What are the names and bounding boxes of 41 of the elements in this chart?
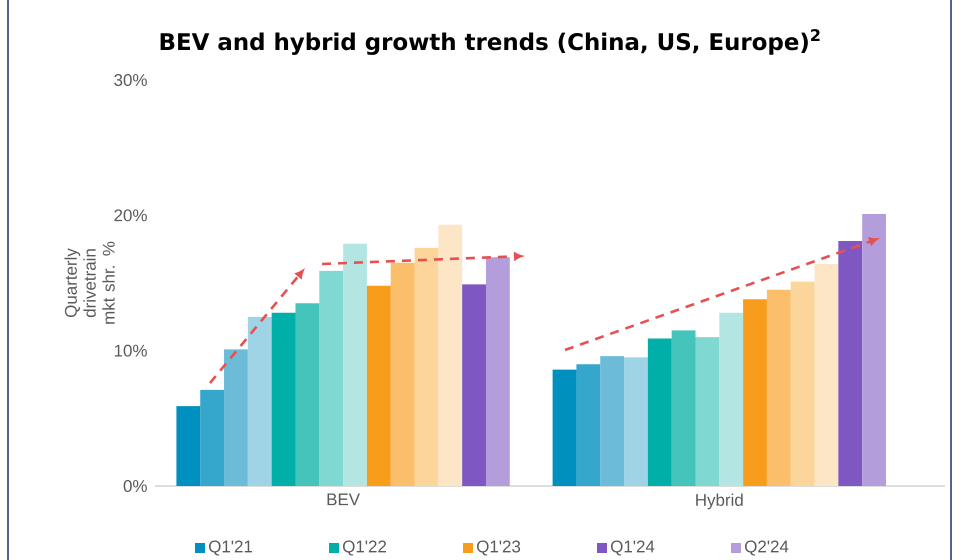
bar <box>743 299 767 486</box>
bar <box>390 262 415 486</box>
bar <box>672 330 696 486</box>
bar <box>719 312 744 486</box>
bar <box>200 390 224 486</box>
bar <box>486 257 510 486</box>
bar <box>576 364 600 486</box>
bar <box>624 357 648 486</box>
legend-label: Q1'22 <box>343 540 386 556</box>
bar <box>414 248 438 486</box>
bar <box>248 316 272 486</box>
bar <box>176 406 200 486</box>
bar <box>552 370 576 486</box>
y-tick-label: 10% <box>114 344 147 357</box>
legend-label: Q1'23 <box>477 540 520 556</box>
x-tick-label: BEV <box>328 494 360 506</box>
bar <box>224 349 248 486</box>
bar <box>600 356 624 486</box>
bar <box>272 312 296 486</box>
bar <box>438 224 462 486</box>
bar <box>814 264 838 486</box>
bar <box>366 286 391 486</box>
y-axis-title: Quarterly drivetrain mkt shr. % <box>64 242 115 324</box>
y-tick-label: 20% <box>114 209 147 222</box>
x-tick-label: Hybrid <box>696 494 743 510</box>
legend-label: Q1'24 <box>611 540 654 556</box>
bar <box>838 241 862 486</box>
bar <box>766 290 791 486</box>
legend-label: Q1'21 <box>209 540 252 556</box>
bar <box>462 284 486 486</box>
bar <box>319 270 344 486</box>
bar <box>343 244 367 486</box>
bar <box>695 337 720 486</box>
bar <box>648 338 672 486</box>
chart-title: BEV and hybrid growth trends (China, US, Europe)$^{2}$ <box>160 29 820 55</box>
bar <box>862 214 886 486</box>
bar <box>295 303 320 486</box>
legend-label: Q2'24 <box>745 540 788 556</box>
y-tick-label: 0% <box>124 480 147 492</box>
y-tick-label: 30% <box>114 74 147 86</box>
bar <box>790 282 815 486</box>
